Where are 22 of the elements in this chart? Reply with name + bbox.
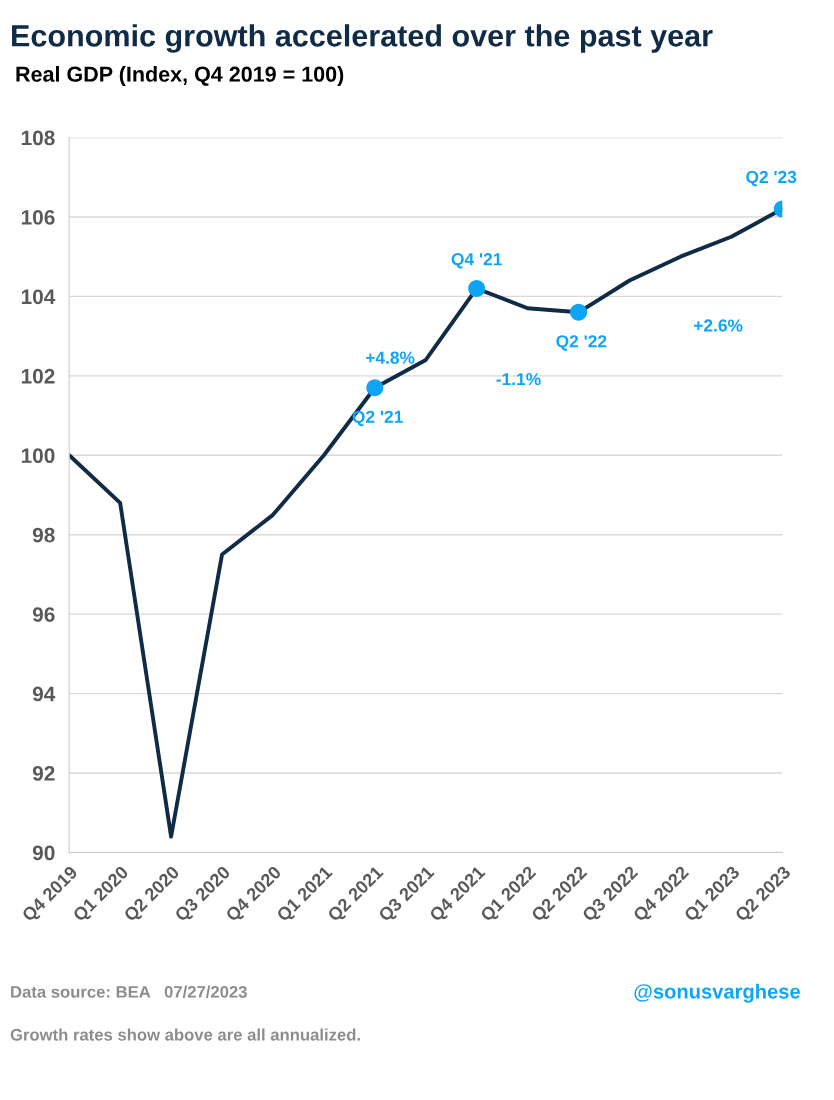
y-tick-label: 100 [21,448,55,464]
annotation: Q2 '23 [746,170,797,187]
y-tick-label: 104 [21,289,56,305]
chart-title: Economic growth accelerated over the past year [12,24,713,53]
annotation: Q2 '22 [556,335,607,351]
annotation: -1.1% [496,373,541,386]
y-tick-label: 106 [21,209,55,225]
chart-subtitle: Real GDP (Index, Q4 2019 = 100) [16,66,344,87]
y-tick-label: 102 [21,368,55,384]
annotation: +4.8% [365,351,415,364]
text: @sonusvarghese [634,983,800,1003]
y-tick-label: 90 [32,845,55,861]
annotation: +2.6% [693,319,743,332]
y-tick-label: 92 [32,766,55,781]
y-tick-label: 94 [32,686,56,702]
text: Growth rates show above are all annualized. [10,1028,360,1041]
y-tick-label: 98 [32,527,55,543]
annotation: Q4 '21 [451,253,502,269]
source-note: Data source: BEA 07/27/2023 [11,985,247,998]
y-tick-label: 96 [32,607,55,622]
annotation: Q2 '21 [352,410,403,427]
y-tick-label: 108 [21,130,55,146]
